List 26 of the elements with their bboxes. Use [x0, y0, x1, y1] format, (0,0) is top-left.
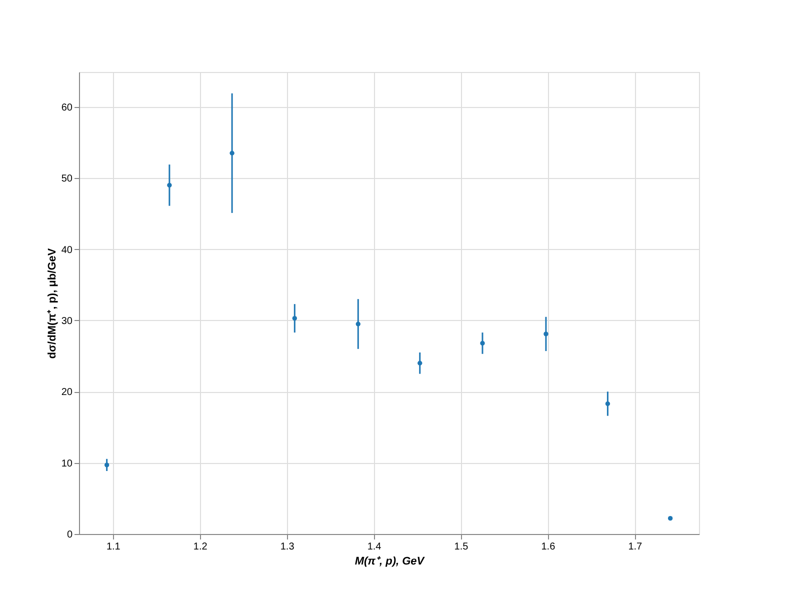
point — [292, 316, 297, 321]
point — [480, 340, 485, 346]
x-tick-label: 1.1 — [106, 542, 121, 552]
point — [668, 516, 673, 521]
point — [544, 332, 548, 336]
y-tick-label: 20 — [61, 387, 73, 398]
point — [167, 182, 172, 188]
y-tick-label: 30 — [61, 316, 73, 327]
point — [356, 322, 360, 326]
y-tick-label: 10 — [61, 458, 73, 470]
x-tick-label: 1.7 — [628, 542, 643, 552]
y-tick-label: 50 — [61, 174, 73, 185]
x-axis-title: M(π⁺, p), GeV — [354, 556, 426, 568]
x-tick-label: 1.2 — [193, 542, 208, 552]
point — [605, 401, 610, 406]
point — [418, 360, 422, 366]
y-tick-label: 40 — [61, 244, 73, 256]
y-tick-label: 0 — [66, 530, 73, 540]
point — [104, 462, 110, 468]
x-tick-label: 1.5 — [454, 542, 469, 552]
x-tick-label: 1.6 — [541, 542, 556, 552]
point — [230, 150, 234, 156]
x-tick-label: 1.3 — [280, 542, 295, 552]
x-tick-label: 1.4 — [367, 542, 382, 552]
y-axis-title: dσ/dM(π⁺, p), μb/GeV — [46, 248, 58, 359]
y-tick-label: 60 — [61, 102, 73, 114]
